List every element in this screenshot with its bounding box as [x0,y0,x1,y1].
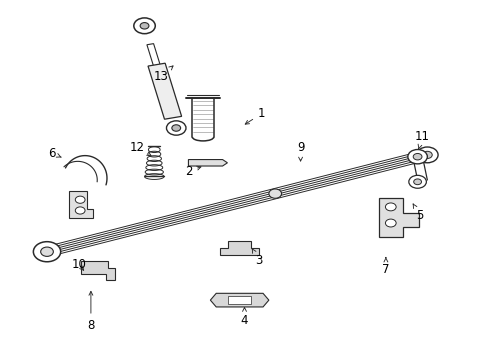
Circle shape [41,247,53,256]
Polygon shape [81,261,115,280]
Circle shape [75,196,85,203]
Text: 8: 8 [87,291,94,332]
Polygon shape [188,159,227,166]
Polygon shape [378,198,418,237]
Text: 2: 2 [184,165,201,177]
Circle shape [166,121,185,135]
Circle shape [268,189,281,198]
Text: 6: 6 [48,147,61,159]
Circle shape [422,151,431,158]
Circle shape [407,149,427,164]
Text: 5: 5 [412,204,423,222]
Circle shape [75,207,85,214]
Circle shape [408,175,426,188]
Text: 7: 7 [382,257,389,276]
Text: 10: 10 [71,258,86,271]
Circle shape [413,179,421,185]
Circle shape [33,242,61,262]
Polygon shape [210,293,268,307]
Polygon shape [69,191,93,218]
Text: 4: 4 [240,307,248,327]
Text: 11: 11 [414,130,429,149]
Circle shape [385,203,395,211]
Circle shape [171,125,180,131]
Polygon shape [220,241,259,255]
Circle shape [134,18,155,34]
Text: 9: 9 [296,141,304,161]
Polygon shape [146,44,161,69]
Polygon shape [148,63,181,119]
Text: 12: 12 [129,141,151,156]
Circle shape [416,147,437,163]
Text: 3: 3 [252,249,262,267]
Text: 1: 1 [245,107,265,124]
Polygon shape [227,296,251,304]
Text: 13: 13 [154,66,173,82]
Circle shape [140,23,149,29]
Circle shape [385,219,395,227]
Circle shape [412,153,421,160]
